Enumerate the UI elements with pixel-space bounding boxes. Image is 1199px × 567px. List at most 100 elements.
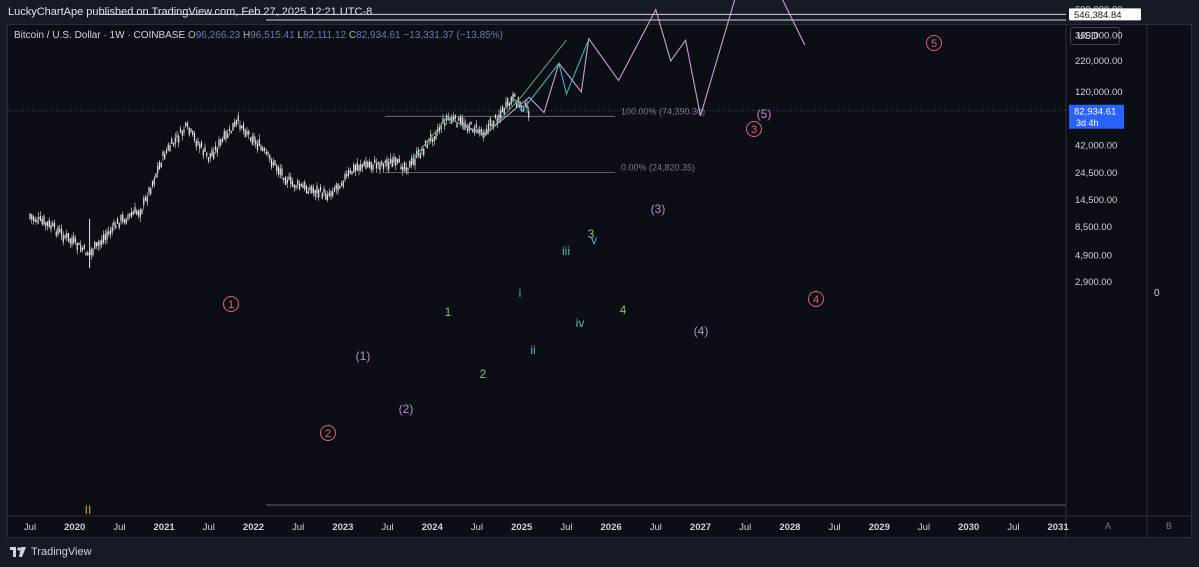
currency-button[interactable]: USD xyxy=(1070,27,1120,45)
candle-body xyxy=(272,162,274,166)
candle-body xyxy=(309,187,311,191)
candle-body xyxy=(87,252,89,256)
candle-body xyxy=(339,185,341,189)
candle-body xyxy=(295,185,297,188)
candle-body xyxy=(267,151,269,155)
candle-body xyxy=(200,142,203,148)
candle-body xyxy=(164,153,166,160)
candle-body xyxy=(311,185,313,194)
candle-body xyxy=(59,228,61,233)
candle-body xyxy=(171,138,173,144)
candle-body xyxy=(496,118,498,125)
wave-label-ii: ii xyxy=(530,343,535,357)
candle-body xyxy=(361,164,364,168)
candle-body xyxy=(356,162,358,171)
candle-body xyxy=(507,98,509,106)
candle-body xyxy=(400,166,402,170)
b-scale-button[interactable]: B xyxy=(1166,521,1173,531)
candle-body xyxy=(31,214,33,220)
price-tick: 42,000.00 xyxy=(1075,141,1117,152)
time-tick: Jul xyxy=(382,522,394,533)
candle-body xyxy=(176,135,178,138)
candle-body xyxy=(134,206,136,214)
candle-body xyxy=(234,121,236,127)
candle-body xyxy=(402,166,404,172)
time-tick: Jul xyxy=(739,522,751,533)
candle-body xyxy=(284,177,287,185)
candle-body xyxy=(104,233,106,241)
candle-body xyxy=(515,101,518,107)
chart-pane[interactable] xyxy=(7,24,1192,538)
candle-body xyxy=(270,159,273,168)
candle-body xyxy=(85,252,87,256)
candle-body xyxy=(130,211,133,218)
candle-body xyxy=(298,183,301,190)
candle-body xyxy=(83,244,85,249)
candle-body xyxy=(41,218,43,225)
price-tick: 4,900.00 xyxy=(1075,250,1112,261)
candle-body xyxy=(321,193,323,199)
auto-scale-button[interactable]: A xyxy=(1105,521,1112,531)
candle-body xyxy=(346,173,348,177)
candle-body xyxy=(256,143,259,150)
candle-body xyxy=(477,129,479,132)
candle-body xyxy=(74,238,77,242)
candle-body xyxy=(108,231,110,234)
candle-body xyxy=(209,152,211,159)
candle-body xyxy=(220,139,222,145)
projection-path xyxy=(446,0,806,136)
candle-body xyxy=(501,106,504,113)
wave-circle-circle_2 xyxy=(320,425,336,441)
candle-body xyxy=(158,162,161,170)
candle-body xyxy=(365,161,367,170)
candle-body xyxy=(157,165,159,174)
candle-body xyxy=(227,133,229,139)
candle-body xyxy=(129,213,131,216)
price-tick: 360,000.00 xyxy=(1075,31,1123,42)
candle-body xyxy=(372,164,374,170)
time-tick: 2027 xyxy=(690,522,711,533)
candle-body xyxy=(160,162,162,167)
candle-body xyxy=(391,159,393,167)
price-tick: 14,500.00 xyxy=(1075,195,1117,206)
time-tick: Jul xyxy=(292,522,304,533)
candle-body xyxy=(193,133,196,141)
candle-body xyxy=(127,215,129,219)
price-tick: 8,500.00 xyxy=(1075,222,1112,233)
low-value: 82,111.12 xyxy=(303,30,347,41)
candle-body xyxy=(73,236,75,244)
candle-body xyxy=(470,122,472,125)
time-tick: Jul xyxy=(829,522,841,533)
candle-body xyxy=(500,110,502,118)
wave-label-iv: iv xyxy=(576,316,585,330)
price-tick: 24,500.00 xyxy=(1075,168,1117,179)
candle-body xyxy=(330,190,332,197)
candle-body xyxy=(493,120,495,128)
change-value: −13,331.37 (−13.85%) xyxy=(403,30,503,41)
high-value: 96,515.41 xyxy=(250,30,295,41)
wave-label-paren_3: (3) xyxy=(651,202,666,216)
candle-body xyxy=(204,147,206,152)
candle-body xyxy=(368,161,371,168)
time-tick: 2029 xyxy=(869,522,890,533)
candle-body xyxy=(207,157,210,162)
candle-body xyxy=(522,108,525,112)
candle-body xyxy=(491,123,493,127)
candle-body xyxy=(55,231,57,236)
time-tick: 2026 xyxy=(601,522,622,533)
symbol-title: Bitcoin / U.S. Dollar · 1W · COINBASE xyxy=(14,30,186,41)
candle-body xyxy=(326,195,329,201)
candle-body xyxy=(281,168,283,176)
candle-body xyxy=(78,242,80,246)
candle-body xyxy=(211,150,213,157)
candle-body xyxy=(323,188,325,193)
candle-body xyxy=(333,187,336,192)
candle-body xyxy=(137,210,140,216)
candle-body xyxy=(398,158,400,163)
candle-body xyxy=(480,129,483,132)
candle-body xyxy=(248,131,250,135)
tradingview-brand[interactable]: TradingView xyxy=(10,546,92,558)
candle-body xyxy=(116,218,119,224)
candle-body xyxy=(199,144,201,149)
